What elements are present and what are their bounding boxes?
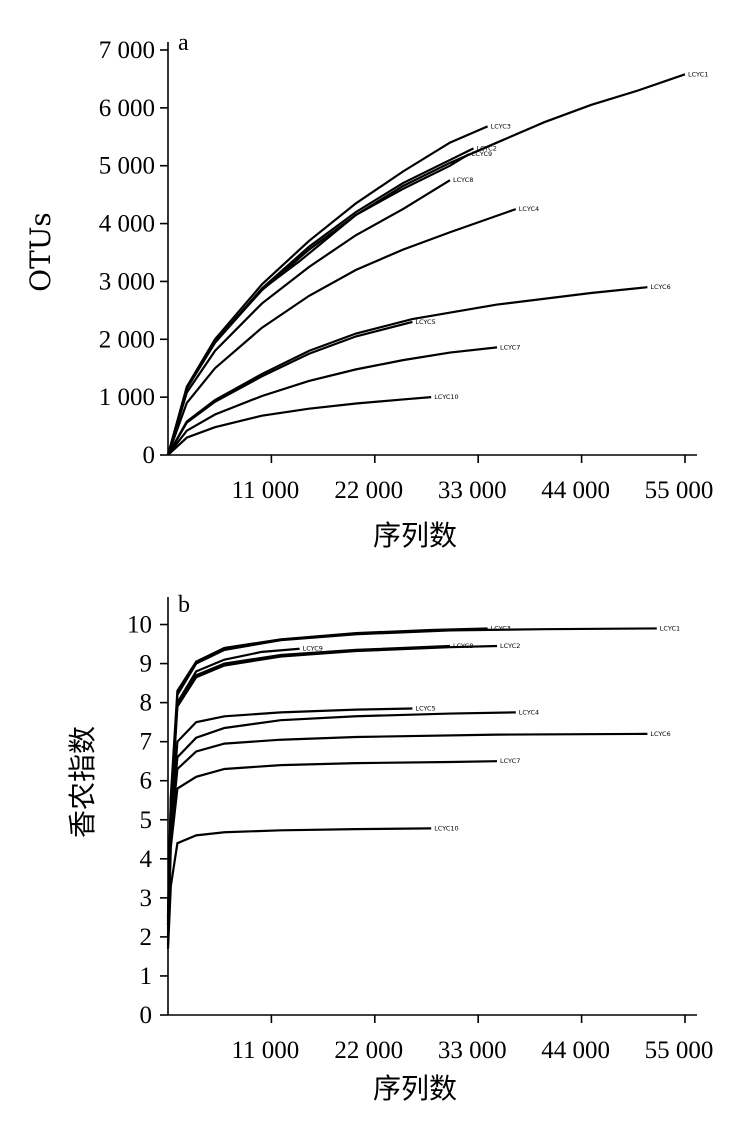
series-line-lcyc8	[166, 644, 451, 926]
series-label-lcyc7: LCYC7	[500, 757, 520, 765]
x-tick-label: 55 000	[645, 1037, 714, 1064]
series-line-lcyc7	[166, 760, 498, 945]
y-tick-label: 1	[140, 963, 153, 990]
x-tick-label: 22 000	[334, 477, 403, 504]
y-tick-label: 2 000	[99, 326, 155, 353]
series-label-lcyc1: LCYC1	[688, 70, 708, 78]
y-tick-label: 8	[140, 690, 153, 717]
x-tick-label: 11 000	[231, 1037, 299, 1064]
y-tick-label: 6	[140, 768, 153, 795]
series-line-lcyc7	[167, 346, 498, 456]
series-label-lcyc8: LCYC8	[453, 176, 473, 184]
y-tick-label: 3 000	[99, 268, 155, 295]
series-line-lcyc5	[166, 707, 413, 937]
series-label-lcyc6: LCYC6	[650, 283, 670, 291]
x-tick-label: 11 000	[231, 477, 299, 504]
x-tick-label: 44 000	[541, 1037, 610, 1064]
y-tick-label: 2	[140, 924, 153, 951]
y-tick-label: 3	[140, 885, 153, 912]
y-tick-label: 5 000	[99, 153, 155, 180]
x-tick-label: 33 000	[438, 1037, 507, 1064]
y-tick-label: 4	[140, 846, 153, 873]
x-axis-title: 序列数	[373, 1072, 457, 1105]
series-line-lcyc6	[167, 286, 648, 456]
y-tick-label: 7 000	[99, 37, 155, 64]
series-line-lcyc8	[166, 179, 451, 456]
series-label-lcyc9: LCYC9	[303, 645, 323, 653]
series-label-lcyc6: LCYC6	[650, 730, 670, 738]
series-label-lcyc2: LCYC2	[500, 642, 520, 650]
series-label-lcyc4: LCYC4	[519, 205, 539, 213]
series-label-lcyc4: LCYC4	[519, 708, 539, 716]
y-tick-label: 5	[140, 807, 153, 834]
series-line-lcyc9	[166, 153, 470, 456]
y-tick-label: 10	[127, 612, 152, 639]
series-label-lcyc10: LCYC10	[434, 393, 458, 401]
series-label-lcyc3: LCYC3	[491, 122, 511, 130]
panel-a-otus-chart: 0 1 000 2 000 3 000 4 000 5 000 6 000 7 000 11 0…	[24, 30, 713, 552]
x-tick-label: 55 000	[645, 477, 714, 504]
series-label-lcyc9: LCYC9	[472, 150, 492, 158]
series-label-lcyc1: LCYC1	[660, 624, 680, 632]
y-tick-label: 0	[140, 1002, 153, 1029]
y-tick-label: 1 000	[99, 384, 155, 411]
series-label-lcyc10: LCYC10	[434, 824, 458, 832]
series-label-lcyc7: LCYC7	[500, 343, 520, 351]
series-line-lcyc5	[167, 320, 413, 456]
y-axis-title: 香农指数	[66, 726, 99, 838]
y-tick-label: 9	[140, 651, 153, 678]
series-label-lcyc3: LCYC3	[491, 624, 511, 632]
series-line-lcyc2	[166, 644, 498, 926]
series-line-lcyc4	[166, 208, 517, 456]
series-line-lcyc3	[166, 627, 488, 918]
x-tick-label: 33 000	[438, 477, 507, 504]
series-label-lcyc5: LCYC5	[415, 318, 435, 326]
panel-label: a	[178, 30, 189, 56]
y-tick-label: 6 000	[99, 95, 155, 122]
panel-label: b	[178, 592, 190, 618]
series-line-lcyc1	[166, 627, 657, 918]
y-axis-title: OTUs	[24, 212, 57, 292]
x-tick-label: 22 000	[334, 1037, 403, 1064]
panel-b-shannon-chart: 0 1 2 3 4 5 6 7 8 9 10 11 000 22 000 33 000 44 000 55 0…	[66, 592, 713, 1105]
x-axis-title: 序列数	[373, 519, 457, 552]
series-label-lcyc2: LCYC2	[477, 144, 497, 152]
series-line-lcyc4	[166, 711, 516, 937]
series-line-lcyc10	[167, 396, 432, 456]
y-tick-label: 0	[143, 442, 156, 469]
x-tick-label: 44 000	[541, 477, 610, 504]
y-tick-label: 4 000	[99, 211, 155, 238]
series-line-lcyc6	[166, 732, 648, 941]
series-label-lcyc5: LCYC5	[415, 704, 435, 712]
series-line-lcyc10	[166, 827, 432, 949]
y-tick-label: 7	[140, 729, 153, 756]
